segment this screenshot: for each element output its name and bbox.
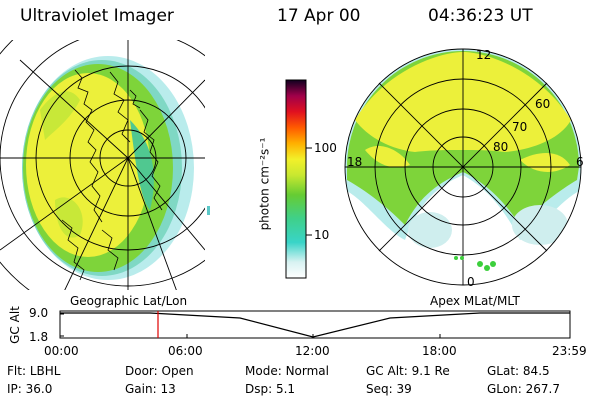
colorbar-unit-label: photon cm⁻²s⁻¹ [257,137,272,231]
mlt-label-18: 18 [347,155,363,169]
y-tick-9: 9.0 [29,306,49,320]
apex-caption: Apex MLat/MLT [430,294,520,308]
colorbar-tick-10: 10 [314,228,330,242]
footer-seq: Seq: 39 [366,382,412,396]
footer-mode: Mode: Normal [245,364,329,378]
x-tick-2359: 23:59 [552,344,587,358]
mlt-label-6: 6 [576,155,584,169]
lat-label-80: 80 [493,140,509,154]
colorbar-tick-100: 100 [314,141,337,155]
x-tick-1200: 12:00 [295,344,330,358]
footer-flt: Flt: LBHL [7,364,61,378]
date-label: 17 Apr 00 [277,6,361,26]
coastlines [61,69,163,281]
polar-image [344,48,582,286]
lat-label-70: 70 [512,120,528,134]
geo-grid [0,40,205,290]
lat-label-60: 60 [535,97,551,111]
x-tick-0000: 00:00 [44,344,79,358]
green-dots [454,256,496,271]
footer-ip: IP: 36.0 [7,382,53,396]
footer-gcalt: GC Alt: 9.1 Re [366,364,450,378]
x-tick-0600: 06:00 [168,344,203,358]
time-label: 04:36:23 UT [428,6,533,26]
footer-door: Door: Open [125,364,194,378]
geographic-caption: Geographic Lat/Lon [70,294,188,308]
footer-glat: GLat: 84.5 [487,364,550,378]
geographic-image [0,40,205,290]
footer-glon: GLon: 267.7 [487,382,560,396]
polar-grid [344,48,582,286]
y-tick-1.8: 1.8 [29,330,49,344]
mlt-label-12: 12 [476,48,492,62]
colorbar [285,79,307,279]
timeline-ylabel: GC Alt [7,306,22,344]
instrument-title: Ultraviolet Imager [20,6,174,26]
x-tick-1800: 18:00 [422,344,457,358]
speck [207,206,210,215]
footer-dsp: Dsp: 5.1 [245,382,296,396]
mlt-label-0: 0 [467,275,475,289]
altitude-timeline [59,310,571,339]
footer-gain: Gain: 13 [125,382,176,396]
